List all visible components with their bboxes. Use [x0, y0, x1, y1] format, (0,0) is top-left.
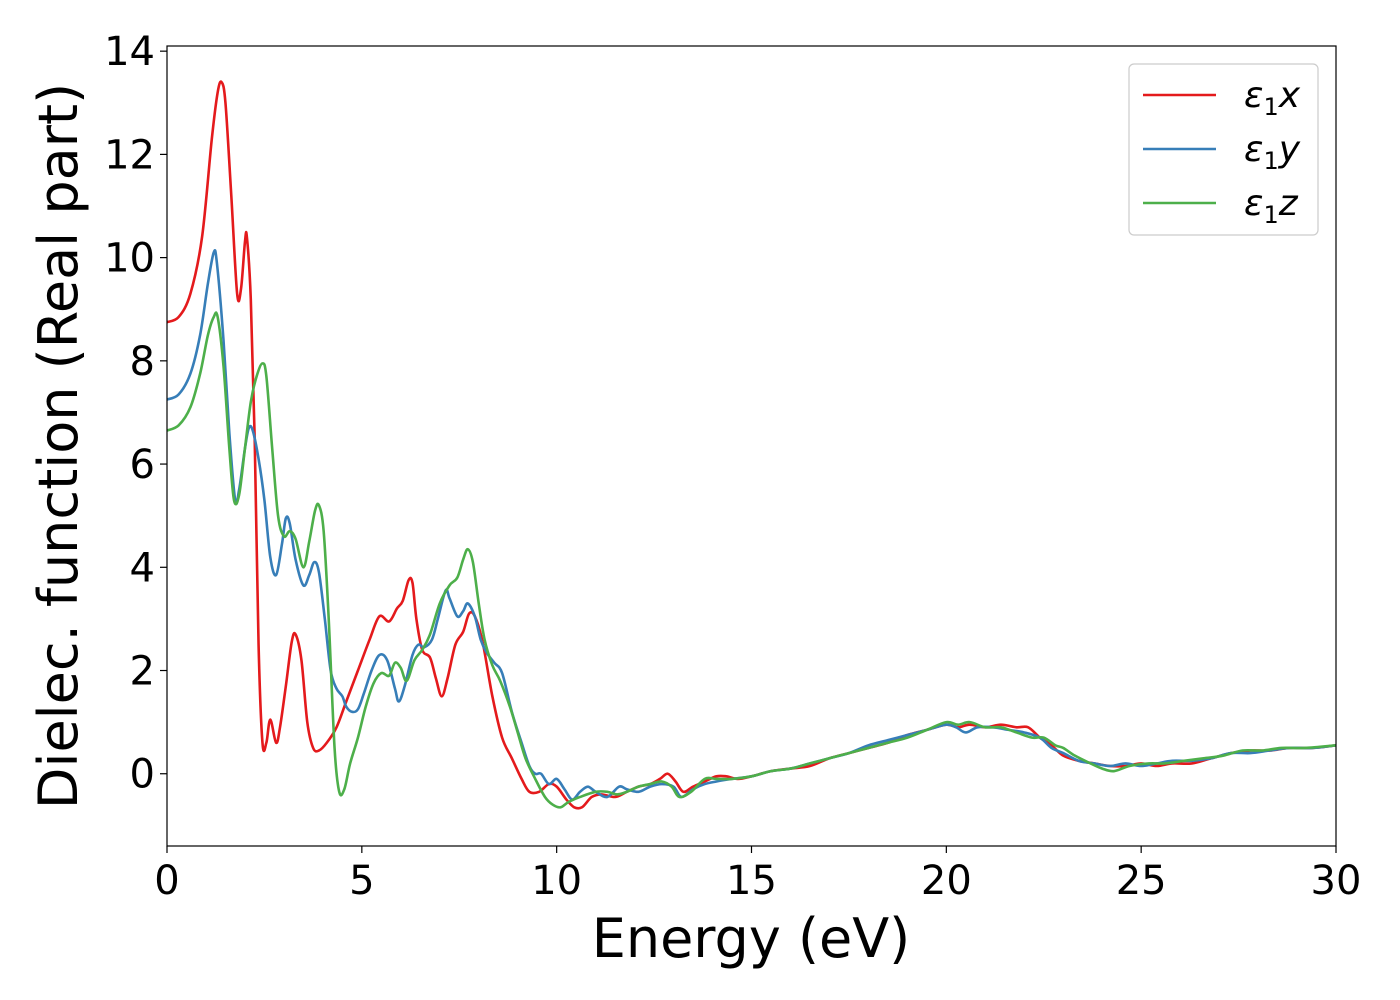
legend-box: [1128, 63, 1319, 236]
x-tick-label: 30: [1311, 858, 1362, 904]
y-axis: 0 2 4 6 8 10 12 14: [104, 29, 167, 798]
y-tick-label: 0: [130, 752, 155, 798]
x-tick-label: 20: [921, 858, 972, 904]
x-tick-label: 10: [531, 858, 582, 904]
y-tick-label: 8: [130, 339, 155, 385]
x-tick-label: 0: [154, 858, 179, 904]
legend: ε1x ε1y ε1z: [1128, 63, 1319, 236]
legend-entry: ε1z: [1244, 183, 1299, 229]
y-tick-label: 2: [130, 649, 155, 695]
legend-entry: ε1y: [1244, 129, 1301, 175]
x-tick-label: 15: [726, 858, 777, 904]
x-axis: 0 5 10 15 20 25 30: [154, 846, 1361, 904]
y-axis-label: Dielec. function (Real part): [27, 83, 90, 809]
series-layer: [167, 80, 1336, 810]
legend-entry: ε1x: [1244, 75, 1301, 121]
y-tick-label: 14: [104, 29, 155, 75]
x-tick-label: 25: [1116, 858, 1167, 904]
x-tick-label: 5: [349, 858, 374, 904]
y-tick-label: 10: [104, 236, 155, 282]
y-tick-label: 12: [104, 132, 155, 178]
x-axis-label: Energy (eV): [592, 907, 911, 970]
y-tick-label: 4: [130, 545, 155, 591]
series-line-z: [167, 311, 1336, 809]
series-line-x: [167, 80, 1336, 810]
y-tick-label: 6: [130, 442, 155, 488]
